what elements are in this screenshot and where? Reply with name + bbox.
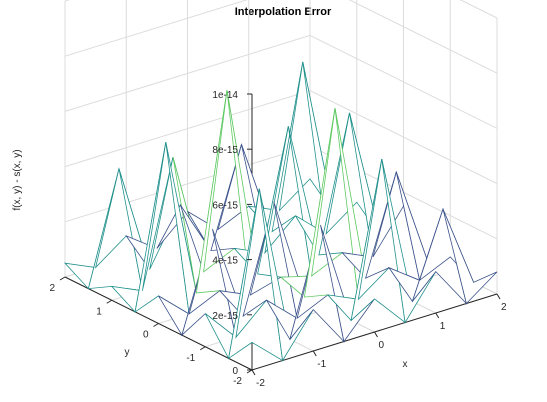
z-tick-label: 1e-14 (212, 90, 238, 101)
side-wall-grid-line (459, 0, 498, 19)
x-tick-label: 0 (379, 340, 385, 351)
x-tick-label: -2 (256, 378, 265, 389)
back-wall-grid-line (64, 90, 311, 168)
side-wall-grid-line (309, 34, 498, 129)
z-axis-label: f(x, y) - s(x, y) (12, 149, 23, 210)
y-tick-label: 2 (49, 283, 55, 294)
y-tick-mark (106, 299, 113, 304)
z-tick-label: 4e-15 (212, 256, 238, 267)
x-tick-label: 2 (501, 302, 507, 313)
x-axis-label: x (403, 359, 408, 370)
x-tick-mark (496, 293, 501, 300)
surface-cell (442, 208, 498, 305)
y-tick-label: 1 (96, 306, 102, 317)
tick-labels: -2 -1 0 1 2 -2 -1 0 1 2 0 2e-15 4e-15 6e-15 8e-15 1e-14 (49, 90, 507, 389)
chart-title: Interpolation Error (235, 6, 332, 18)
x-tick-label: 1 (440, 321, 446, 332)
y-tick-label: -1 (186, 353, 195, 364)
side-wall-grid-line (309, 90, 498, 185)
z-tick-label: 0 (232, 366, 238, 377)
x-tick-mark (251, 369, 256, 376)
back-wall-grid-line (64, 145, 311, 223)
y-tick-mark (59, 276, 66, 281)
x-tick-label: -1 (317, 359, 326, 370)
y-tick-mark (199, 346, 206, 351)
z-tick-label: 2e-15 (212, 311, 238, 322)
x-tick-mark (312, 350, 317, 357)
y-tick-label: 0 (143, 330, 149, 341)
x-tick-mark (374, 331, 378, 338)
surface-mesh (63, 61, 498, 362)
back-wall-grid-line (64, 34, 311, 112)
y-tick-mark (153, 323, 159, 327)
z-tick-label: 6e-15 (212, 200, 238, 211)
y-tick-label: -2 (233, 376, 242, 387)
y-axis-label: y (125, 347, 130, 358)
z-tick-label: 8e-15 (212, 145, 238, 156)
x-tick-mark (435, 312, 440, 319)
side-wall-grid-line (348, 0, 498, 74)
back-wall-grid-line (64, 0, 248, 57)
